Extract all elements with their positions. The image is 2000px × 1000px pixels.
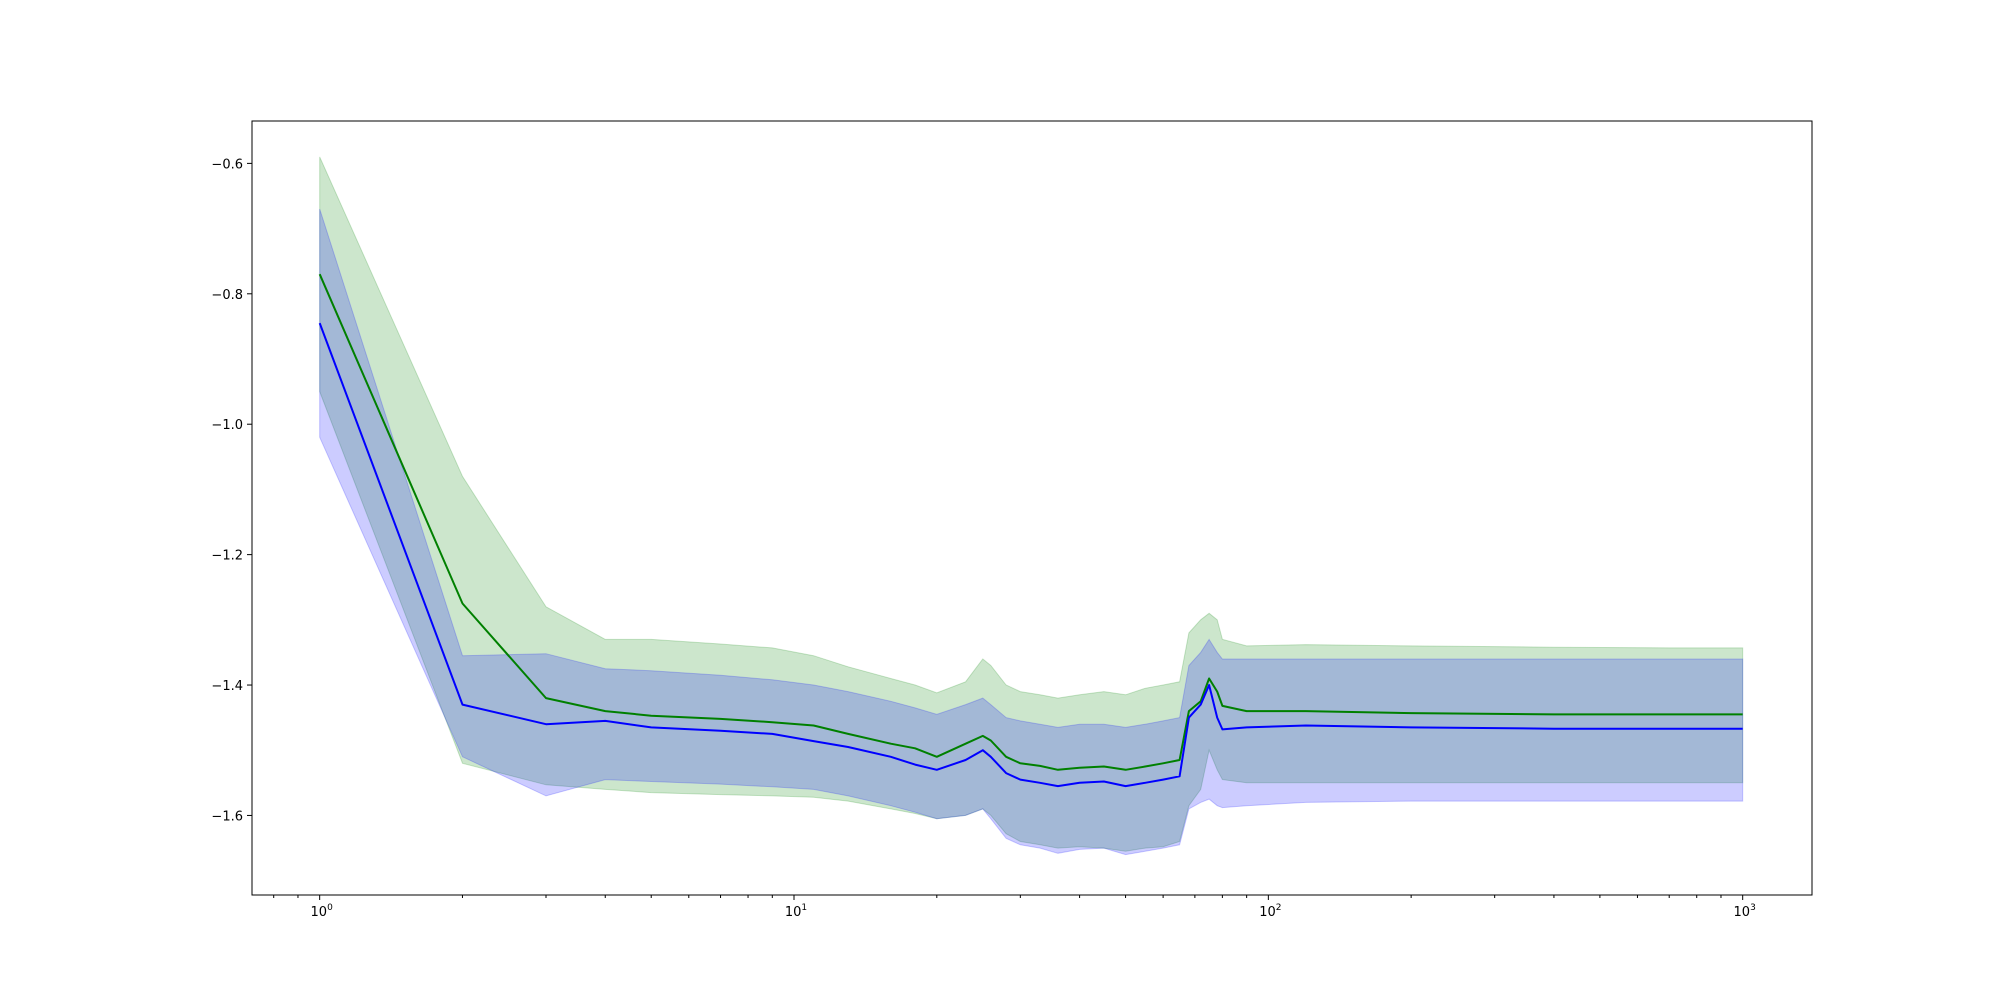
x-axis: 100 101 102 103: [273, 895, 1756, 920]
y-axis: −0.6 −0.8 −1.0 −1.2 −1.4 −1.6: [211, 157, 252, 824]
x-tick-label: 101: [785, 903, 807, 920]
y-tick-label: −1.6: [211, 809, 243, 824]
x-tick-label: 102: [1259, 903, 1281, 920]
series-1-line: [318, 273, 1743, 771]
y-tick-label: −0.6: [211, 157, 243, 172]
plot-area-background: [252, 121, 1812, 895]
y-tick-label: −0.8: [211, 288, 243, 303]
series-2-line: [318, 322, 1743, 788]
x-tick-label: 103: [1734, 903, 1756, 920]
series-2-band: [319, 208, 1744, 856]
series-1-band: [319, 156, 1744, 852]
x-tick-label: 100: [311, 903, 334, 920]
confidence-bands: [319, 156, 1744, 856]
plot-area-frame: [251, 120, 1813, 896]
y-tick-label: −1.0: [211, 418, 243, 433]
series-lines: [318, 273, 1743, 788]
y-tick-label: −1.4: [211, 679, 243, 694]
y-tick-label: −1.2: [211, 549, 243, 564]
